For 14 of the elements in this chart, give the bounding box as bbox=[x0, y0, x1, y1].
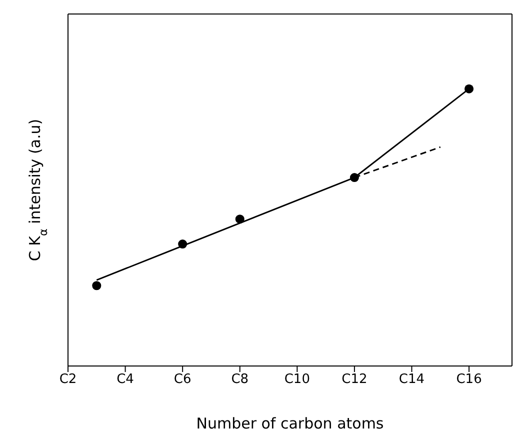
point bbox=[92, 281, 102, 290]
point bbox=[464, 84, 474, 94]
x-tick-label: C4 bbox=[116, 372, 134, 388]
x-tick-label: C16 bbox=[456, 372, 482, 388]
x-tick-label: C10 bbox=[284, 372, 310, 388]
x-tick-label: C8 bbox=[231, 372, 249, 388]
x-tick-label: C14 bbox=[398, 372, 425, 388]
point bbox=[235, 214, 244, 224]
x-axis-title: Number of carbon atoms bbox=[196, 414, 384, 433]
x-tick-label: C12 bbox=[342, 372, 368, 388]
point bbox=[350, 173, 359, 182]
x-tick-label: C2 bbox=[59, 372, 77, 388]
x-tick-label: C6 bbox=[174, 372, 192, 388]
point bbox=[178, 240, 188, 249]
